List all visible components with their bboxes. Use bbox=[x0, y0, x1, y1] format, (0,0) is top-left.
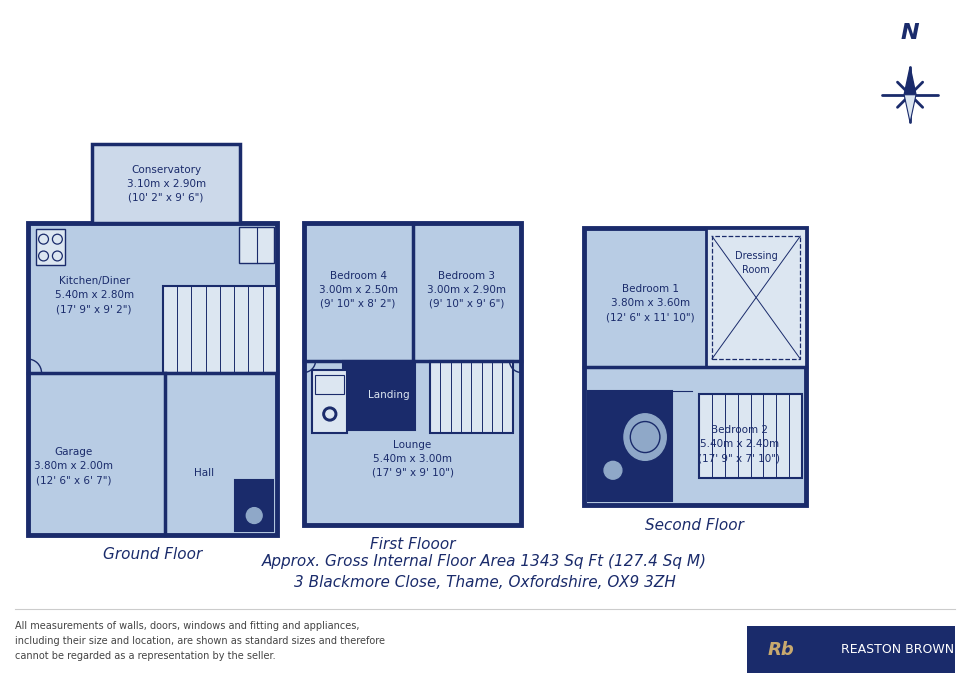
Polygon shape bbox=[905, 67, 916, 95]
Text: 3 Blackmore Close, Thame, Oxfordshire, OX9 3ZH: 3 Blackmore Close, Thame, Oxfordshire, O… bbox=[294, 575, 675, 590]
Bar bbox=[584, 228, 807, 505]
Text: Dressing
Room: Dressing Room bbox=[735, 251, 777, 275]
Text: Kitchen/Diner
5.40m x 2.80m
(17' 9" x 9' 2"): Kitchen/Diner 5.40m x 2.80m (17' 9" x 9'… bbox=[55, 276, 133, 314]
Bar bbox=[747, 626, 955, 673]
Ellipse shape bbox=[624, 414, 666, 460]
Bar bbox=[316, 375, 344, 394]
Text: Second Floor: Second Floor bbox=[646, 518, 745, 533]
Text: Hall: Hall bbox=[194, 468, 214, 477]
Text: Bedroom 4
3.00m x 2.50m
(9' 10" x 8' 2"): Bedroom 4 3.00m x 2.50m (9' 10" x 8' 2") bbox=[318, 271, 398, 309]
Text: Lounge
5.40m x 3.00m
(17' 9" x 9' 10"): Lounge 5.40m x 3.00m (17' 9" x 9' 10") bbox=[371, 439, 454, 477]
Text: Ground Floor: Ground Floor bbox=[103, 547, 202, 562]
Polygon shape bbox=[905, 95, 916, 122]
Bar bbox=[27, 224, 277, 535]
Bar bbox=[712, 236, 801, 359]
Circle shape bbox=[246, 508, 262, 523]
Bar bbox=[343, 361, 415, 430]
Text: Bedroom 1
3.80m x 3.60m
(12' 6" x 11' 10"): Bedroom 1 3.80m x 3.60m (12' 6" x 11' 10… bbox=[606, 284, 695, 322]
Bar bbox=[700, 394, 802, 477]
Text: All measurements of walls, doors, windows and fitting and appliances,
including : All measurements of walls, doors, window… bbox=[15, 621, 385, 661]
Text: Bedroom 3
3.00m x 2.90m
(9' 10" x 9' 6"): Bedroom 3 3.00m x 2.90m (9' 10" x 9' 6") bbox=[427, 271, 507, 309]
Bar bbox=[430, 361, 513, 433]
Text: Bedroom 2
5.40m x 2.40m
(17' 9" x 7' 10"): Bedroom 2 5.40m x 2.40m (17' 9" x 7' 10"… bbox=[699, 426, 780, 464]
Bar bbox=[239, 227, 274, 263]
Text: First Flooor: First Flooor bbox=[369, 537, 456, 552]
Bar bbox=[92, 144, 240, 224]
Text: Rb: Rb bbox=[768, 641, 795, 659]
Circle shape bbox=[604, 462, 622, 479]
Bar bbox=[304, 224, 521, 525]
Bar bbox=[163, 286, 277, 373]
Text: Approx. Gross Internal Floor Area 1343 Sq Ft (127.4 Sq M): Approx. Gross Internal Floor Area 1343 S… bbox=[263, 554, 708, 569]
Text: Garage
3.80m x 2.00m
(12' 6" x 6' 7"): Garage 3.80m x 2.00m (12' 6" x 6' 7") bbox=[34, 448, 114, 485]
Bar bbox=[235, 480, 273, 531]
Text: REASTON BROWN: REASTON BROWN bbox=[841, 643, 954, 656]
Text: N: N bbox=[901, 24, 919, 44]
Circle shape bbox=[325, 410, 334, 418]
Bar bbox=[313, 370, 347, 433]
Text: Landing: Landing bbox=[368, 390, 410, 400]
Text: Conservatory
3.10m x 2.90m
(10' 2" x 9' 6"): Conservatory 3.10m x 2.90m (10' 2" x 9' … bbox=[126, 165, 206, 203]
Circle shape bbox=[322, 407, 337, 421]
Bar bbox=[35, 229, 66, 265]
Bar bbox=[706, 228, 807, 367]
Bar bbox=[588, 390, 672, 501]
